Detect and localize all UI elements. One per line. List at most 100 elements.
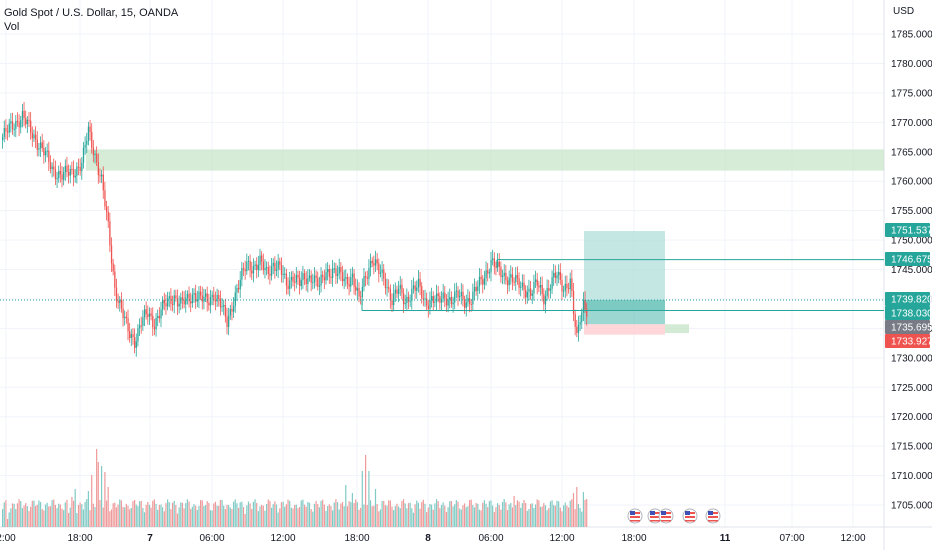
volume-bar xyxy=(204,505,207,527)
candle-body xyxy=(228,315,230,327)
candle-body xyxy=(158,315,161,319)
y-tick-label: 1705.000 xyxy=(891,501,932,512)
candle-body xyxy=(25,117,27,125)
volume-bar xyxy=(31,500,33,527)
candle-body xyxy=(162,299,164,310)
volume-bar xyxy=(303,504,306,527)
volume-bar xyxy=(76,512,78,527)
candle-body xyxy=(246,261,248,272)
volume-bar xyxy=(356,502,358,527)
candle-body xyxy=(244,269,246,272)
volume-bar xyxy=(389,500,391,527)
candle-body xyxy=(290,276,293,281)
us-flag-icon[interactable] xyxy=(627,508,643,524)
candle-body xyxy=(191,294,194,304)
us-flag-icon[interactable] xyxy=(647,508,663,524)
volume-bar xyxy=(492,505,494,527)
volume-bar xyxy=(538,500,540,527)
candle-body xyxy=(107,211,109,222)
candle-body xyxy=(297,274,299,278)
volume-bar xyxy=(2,509,4,527)
flag-canton xyxy=(650,511,655,515)
volume-bar xyxy=(175,505,177,527)
chart-legend: Gold Spot / U.S. Dollar, 15, OANDA Vol xyxy=(4,6,178,34)
candle-body xyxy=(348,283,350,287)
volume-bar xyxy=(297,508,299,527)
symbol-title[interactable]: Gold Spot / U.S. Dollar, 15, OANDA xyxy=(4,7,179,19)
volume-bar xyxy=(497,503,499,527)
volume-bar xyxy=(229,507,231,527)
volume-bar xyxy=(399,508,401,527)
candle-body xyxy=(503,272,505,276)
candle-body xyxy=(516,275,519,279)
volume-bar xyxy=(328,504,330,527)
volume-bar xyxy=(99,499,101,527)
volume-bar xyxy=(127,505,129,527)
candle-body xyxy=(341,272,344,282)
volume-bar xyxy=(191,506,193,527)
candle-body xyxy=(566,283,568,289)
flag-stripe xyxy=(685,520,695,522)
zone-supply xyxy=(86,149,884,171)
candle-body xyxy=(256,264,258,270)
volume-bar xyxy=(571,499,573,527)
candle-body xyxy=(323,276,326,281)
candle-body xyxy=(200,291,202,296)
candle-body xyxy=(79,167,81,171)
candle-body xyxy=(84,144,86,148)
volume-bar xyxy=(483,500,485,527)
volume-bar xyxy=(257,511,259,527)
candle-body xyxy=(320,274,322,286)
price-badge xyxy=(885,292,930,306)
volume-bar xyxy=(213,503,215,527)
volume-bar xyxy=(289,500,291,527)
volume-bar xyxy=(422,499,424,527)
candle-body xyxy=(147,314,149,317)
event-flags[interactable] xyxy=(627,508,721,524)
candle-body xyxy=(102,174,104,191)
volume-bar xyxy=(388,500,390,527)
volume-label[interactable]: Vol xyxy=(4,21,20,33)
volume-bar xyxy=(308,502,311,527)
volume-bar xyxy=(393,510,395,527)
candle-body xyxy=(236,288,238,293)
volume-bar xyxy=(398,506,400,527)
candle-body xyxy=(41,142,43,149)
volume-bar xyxy=(416,500,418,527)
candle-body xyxy=(186,293,189,298)
us-flag-icon[interactable] xyxy=(658,508,674,524)
candle-body xyxy=(198,291,200,300)
us-flag-icon[interactable] xyxy=(705,508,721,524)
volume-bar xyxy=(242,506,245,527)
time-axis[interactable]: 2:00 18:00 7 06:00 12:00 18:00 8 06:00 12:00 18:0… xyxy=(0,533,866,544)
candle-body xyxy=(439,296,441,303)
volume-bar xyxy=(520,507,522,527)
flag-stripe xyxy=(685,516,695,518)
volume-bar xyxy=(434,503,436,527)
volume-bar xyxy=(44,504,47,527)
volume-bar xyxy=(338,509,340,527)
candle-body xyxy=(308,275,311,278)
volume-bar xyxy=(86,499,88,527)
price-axis[interactable]: 1785.000 1780.000 1775.000 1770.000 1765.000… xyxy=(891,30,932,512)
us-flag-icon[interactable] xyxy=(682,508,698,524)
volume-bar xyxy=(25,503,27,527)
candle-body xyxy=(54,169,57,180)
volume-bar xyxy=(554,505,556,527)
candle-body xyxy=(208,302,210,306)
candle-body xyxy=(6,131,9,133)
candle-body xyxy=(77,166,80,168)
candle-body xyxy=(20,120,22,128)
volume-bar xyxy=(539,506,542,527)
volume-bar xyxy=(226,504,228,527)
volume-bar xyxy=(59,504,61,527)
candle-body xyxy=(435,293,438,302)
volume-bar xyxy=(478,509,481,527)
candle-body xyxy=(500,266,502,278)
volume-bar xyxy=(122,506,124,527)
volume-bar xyxy=(402,499,405,527)
candle-body xyxy=(454,291,456,303)
volume-bar xyxy=(548,508,550,527)
